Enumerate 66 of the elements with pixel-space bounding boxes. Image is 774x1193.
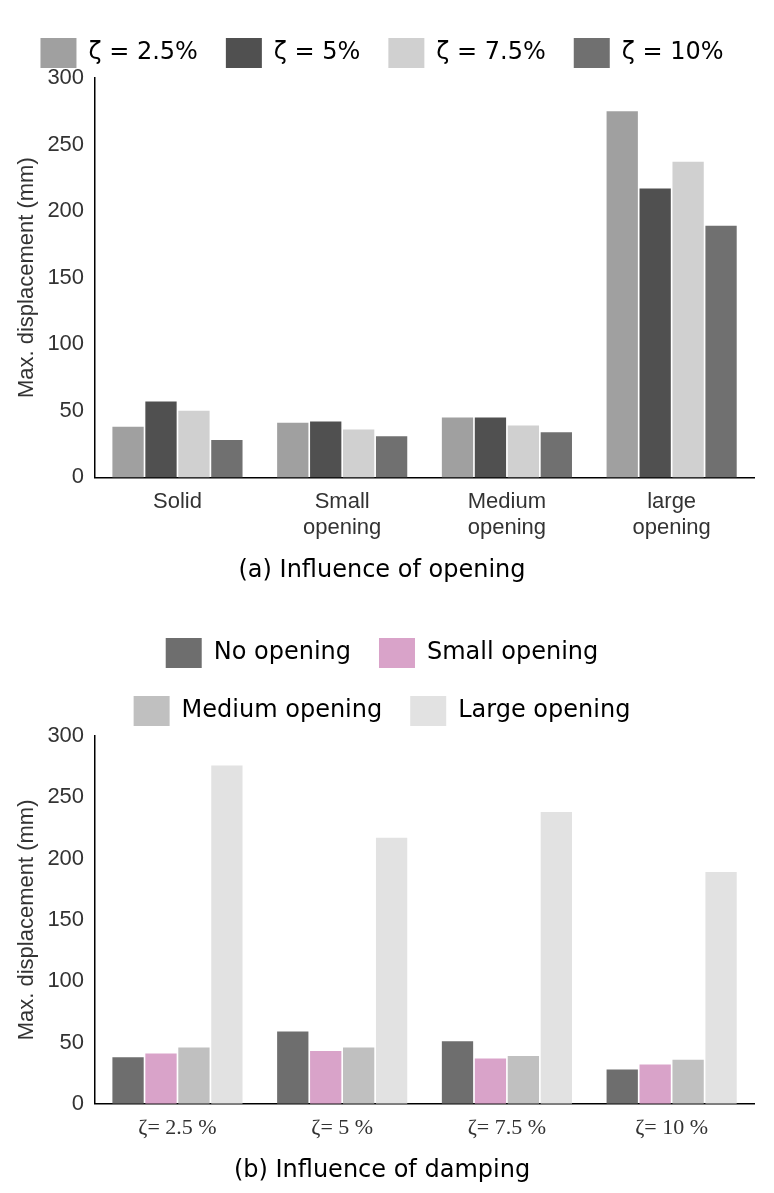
bar [145, 401, 177, 478]
legend-label: Medium opening [181, 695, 383, 724]
x-tick-label: ζ= 2.5 % [138, 1113, 217, 1139]
bar [375, 837, 408, 1104]
y-tick-label: 100 [47, 967, 85, 993]
bar [441, 417, 474, 478]
bar [343, 429, 375, 478]
bar [310, 1051, 342, 1104]
y-axis-title: Max. displacement (mm) [13, 157, 39, 399]
x-tick-label: Small opening [303, 487, 382, 540]
text: (b) Influence of damping [233, 1154, 531, 1183]
y-tick-label: 100 [47, 330, 85, 356]
x-tick-label: Medium opening [467, 487, 547, 540]
bar [672, 161, 704, 478]
bar [540, 432, 572, 478]
y-tick-label: 50 [59, 396, 85, 422]
legend-label: ζ = 7.5% [436, 37, 546, 66]
bar [112, 1057, 144, 1104]
legend-label: ζ = 2.5% [88, 37, 198, 66]
bar [705, 225, 737, 478]
bar [639, 188, 671, 478]
y-tick-label: 300 [47, 64, 85, 90]
text: (a) Influence of opening [238, 554, 526, 583]
x-tick-label: Solid [153, 487, 202, 513]
legend-label: ζ = 10% [621, 37, 724, 66]
y-tick-label: 250 [47, 130, 85, 156]
bar [343, 1047, 375, 1104]
x-tick-label: ζ= 5 % [311, 1113, 374, 1139]
y-tick-label: 200 [47, 197, 85, 223]
bar [178, 1047, 210, 1104]
y-tick-label: 0 [71, 1089, 85, 1115]
x-tick-label: large opening [632, 487, 711, 540]
bar [507, 1055, 540, 1104]
y-tick-label: 200 [47, 844, 85, 870]
bar [474, 417, 507, 478]
x-tick-label: ζ= 10 % [635, 1113, 709, 1139]
bar [540, 812, 572, 1104]
y-tick-label: 250 [47, 783, 85, 809]
bar [211, 765, 243, 1104]
bar [178, 410, 210, 478]
bar [606, 111, 638, 478]
bar [606, 1069, 638, 1104]
y-axis-title: Max. displacement (mm) [13, 799, 39, 1041]
bar [375, 436, 408, 478]
y-tick-label: 0 [71, 463, 85, 489]
y-tick-label: 300 [47, 722, 85, 748]
legend-label: Small opening [426, 637, 599, 666]
bar [277, 1031, 309, 1104]
bar [705, 872, 737, 1104]
bar [507, 425, 540, 478]
legend-label: ζ = 5% [273, 37, 361, 66]
x-tick-label: ζ= 7.5 % [467, 1113, 547, 1139]
bar [277, 422, 309, 478]
bar [441, 1041, 474, 1104]
bar [310, 421, 342, 478]
y-tick-label: 50 [59, 1028, 85, 1054]
bar [112, 426, 144, 478]
bar [639, 1064, 671, 1104]
legend-label: No opening [213, 637, 351, 666]
bar [474, 1058, 507, 1104]
bar [672, 1059, 704, 1104]
bar [211, 440, 243, 478]
bar [145, 1053, 177, 1104]
legend-label: Large opening [458, 695, 631, 724]
y-tick-label: 150 [47, 905, 85, 931]
y-tick-label: 150 [47, 263, 85, 289]
